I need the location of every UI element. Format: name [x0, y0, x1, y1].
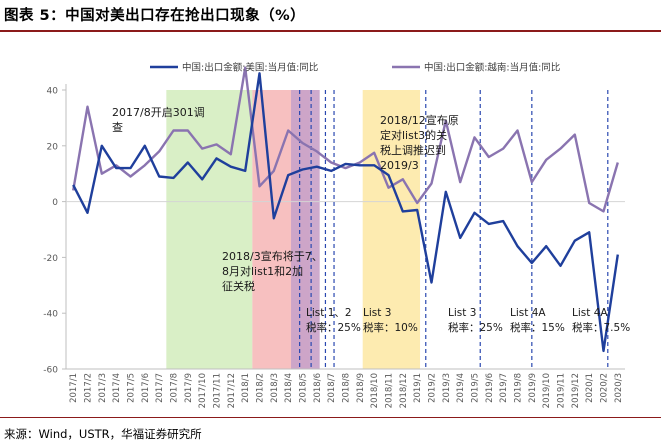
annotation-a6: 税率：25%: [448, 321, 503, 334]
y-tick-label: -40: [43, 310, 58, 320]
x-tick-label: 2017/11: [213, 373, 223, 408]
x-tick-label: 2017/3: [98, 373, 108, 403]
y-tick-label: -60: [43, 366, 58, 376]
x-tick-label: 2017/4: [112, 373, 122, 403]
x-tick-label: 2018/10: [370, 373, 380, 408]
x-tick-label: 2019/10: [542, 373, 552, 408]
x-tick-label: 2019/3: [442, 373, 452, 403]
annotation-a3: 税上调推迟到: [380, 143, 446, 157]
x-tick-label: 2018/8: [342, 373, 352, 403]
title-rule: [0, 30, 661, 32]
y-tick-label: 40: [47, 87, 59, 97]
x-tick-label: 2020/2: [600, 373, 610, 403]
annotation-a1: 2017/8开启301调: [112, 106, 205, 119]
annotation-a4: List 1、2: [306, 307, 352, 319]
x-tick-label: 2017/8: [170, 373, 180, 403]
legend-label: 中国:出口金额:越南:当月值:同比: [424, 62, 560, 74]
y-tick-label: -20: [43, 254, 58, 264]
annotation-a5: 税率：10%: [363, 321, 418, 334]
annotation-a3: 2019/3: [380, 159, 419, 172]
x-tick-label: 2018/12: [399, 373, 409, 408]
x-tick-label: 2018/7: [327, 373, 337, 403]
annotation-a3: 定对list3的关: [380, 128, 447, 142]
x-tick-label: 2019/12: [571, 373, 581, 408]
annotation-a2: 2018/3宣布将于7、: [222, 249, 323, 263]
annotation-a8: List 4A: [572, 307, 608, 319]
band-green: [166, 90, 253, 369]
annotation-a7: 税率：15%: [510, 321, 565, 334]
x-tick-label: 2018/6: [313, 373, 323, 403]
y-tick-label: 0: [52, 198, 58, 208]
series-line-us: [72, 72, 619, 353]
x-tick-label: 2018/3: [270, 373, 280, 403]
annotation-a2: 8月对list1和2加: [222, 264, 303, 278]
x-tick-label: 2017/5: [127, 373, 137, 403]
legend-label: 中国:出口金额:美国:当月值:同比: [182, 62, 318, 74]
x-tick-label: 2018/9: [356, 373, 366, 403]
x-tick-label: 2017/2: [84, 373, 94, 403]
x-tick-label: 2019/7: [499, 373, 509, 403]
x-tick-label: 2017/6: [141, 373, 151, 403]
x-tick-label: 2018/2: [256, 373, 266, 403]
x-tick-label: 2019/6: [485, 373, 495, 403]
page-title: 图表 5：中国对美出口存在抢出口现象（%）: [4, 8, 306, 24]
x-tick-label: 2017/10: [198, 373, 208, 408]
annotation-a5: List 3: [363, 307, 391, 319]
x-tick-label: 2019/9: [528, 373, 538, 403]
x-tick-label: 2017/12: [227, 373, 237, 408]
series-line-vietnam: [72, 66, 619, 213]
x-tick-label: 2019/1: [413, 373, 423, 403]
x-tick-label: 2017/7: [155, 373, 165, 403]
x-tick-label: 2017/9: [184, 373, 194, 403]
x-tick-label: 2017/1: [69, 373, 79, 403]
annotation-a1: 查: [112, 120, 123, 134]
x-tick-label: 2020/1: [585, 373, 595, 403]
annotation-a2: 征关税: [222, 279, 255, 293]
x-tick-label: 2019/2: [428, 373, 438, 403]
x-tick-label: 2018/11: [385, 373, 395, 408]
y-tick-label: 20: [47, 142, 59, 152]
source-rule: [0, 417, 661, 418]
x-tick-label: 2019/11: [557, 373, 567, 408]
x-tick-label: 2018/5: [299, 373, 309, 403]
x-tick-label: 2019/4: [456, 373, 466, 403]
annotation-a3: 2018/12宣布原: [380, 113, 459, 127]
annotation-a7: List 4A: [510, 307, 546, 319]
annotation-a4: 税率：25%: [306, 321, 361, 334]
band-yellow: [362, 90, 421, 369]
x-tick-label: 2019/5: [471, 373, 481, 403]
x-tick-label: 2020/3: [614, 373, 624, 403]
annotation-a6: List 3: [448, 307, 476, 319]
source-note: 来源：Wind，USTR，华福证券研究所: [4, 427, 202, 441]
x-tick-label: 2018/4: [284, 373, 294, 403]
annotation-a8: 税率：7.5%: [572, 321, 630, 334]
x-tick-label: 2019/8: [514, 373, 524, 403]
export-growth-chart: -60 -40 -20 0 20 40 2017/1 2017/2 2017/3 2017/4 20…: [43, 62, 630, 409]
x-tick-label: 2018/1: [241, 373, 251, 403]
